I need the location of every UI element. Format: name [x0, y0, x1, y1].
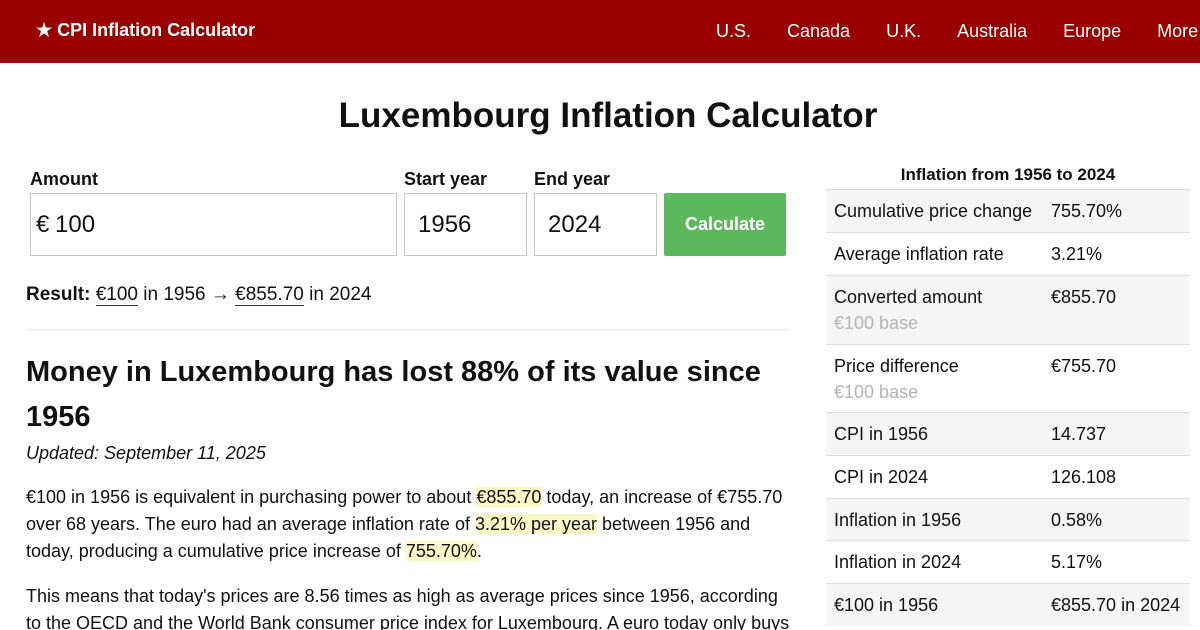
highlight-cumulative-change: 755.70%	[405, 541, 477, 561]
top-navigation-bar: ★ CPI Inflation Calculator U.S. Canada U…	[0, 0, 1200, 63]
stat-label: CPI in 2024	[834, 467, 929, 487]
stat-row-amount-summary: €100 in 1956 €855.70 in 2024	[826, 583, 1190, 626]
end-year-field-wrapper	[534, 193, 657, 256]
result-line: Result: €100 in 1956 → €855.70 in 2024	[26, 284, 371, 306]
summary-text-1: €100 in 1956 is equivalent in purchasing…	[26, 487, 477, 507]
stat-label: €100 in 1956	[834, 595, 939, 615]
stat-value: 755.70%	[1051, 201, 1123, 221]
calculate-button[interactable]: Calculate	[664, 193, 786, 256]
stat-label: CPI in 1956	[834, 424, 929, 444]
explanation-paragraph: This means that today's prices are 8.56 …	[26, 586, 790, 630]
summary-text-2: today, an increase of €755.70 over 68 ye…	[26, 487, 783, 534]
stat-row-inflation-end: Inflation in 2024 5.17%	[826, 540, 1190, 583]
result-to-amount: €855.70	[235, 284, 304, 306]
result-start-year-text: in 1956	[143, 284, 206, 305]
stat-value: €855.70	[1051, 287, 1117, 307]
stat-label: Cumulative price change	[834, 201, 1033, 221]
updated-date: Updated: September 11, 2025	[26, 443, 266, 463]
stat-label: Converted amount	[834, 287, 983, 307]
stat-row-cpi-start: CPI in 1956 14.737	[826, 412, 1190, 455]
stat-label: Price difference	[834, 356, 959, 376]
stat-value: 3.21%	[1051, 244, 1103, 264]
stat-value: 126.108	[1051, 467, 1117, 487]
nav-link-australia[interactable]: Australia	[957, 21, 1028, 41]
stat-value: 14.737	[1051, 424, 1107, 444]
stat-row-cumulative-change: Cumulative price change 755.70%	[826, 189, 1190, 232]
start-year-field-wrapper	[404, 193, 527, 256]
site-logo-link[interactable]: ★ CPI Inflation Calculator	[36, 20, 256, 40]
stat-label-group: Converted amount €100 base	[834, 287, 1051, 344]
amount-input[interactable]	[31, 194, 396, 255]
result-arrow: →	[210, 284, 230, 305]
page-title: Luxembourg Inflation Calculator	[338, 96, 878, 135]
stat-value: 0.58%	[1051, 510, 1103, 530]
stats-table: Cumulative price change 755.70% Average …	[826, 189, 1190, 626]
stat-sub-label: €100 base	[834, 382, 919, 402]
stat-value: 5.17%	[1051, 552, 1103, 572]
stat-row-converted-amount: Converted amount €100 base €855.70	[826, 275, 1190, 344]
end-year-label: End year	[534, 169, 611, 189]
stat-sub-label: €100 base	[834, 313, 919, 333]
start-year-label: Start year	[404, 169, 488, 189]
stat-label: Inflation in 2024	[834, 552, 962, 572]
result-label: Result:	[26, 284, 91, 305]
stat-label: Inflation in 1956	[834, 510, 962, 530]
currency-symbol: €	[36, 211, 50, 238]
start-year-input[interactable]	[405, 194, 526, 255]
summary-text-3: between 1956 and today, producing a cumu…	[26, 514, 751, 561]
amount-field-wrapper: €	[30, 193, 397, 256]
section-divider	[26, 329, 790, 330]
nav-link-europe[interactable]: Europe	[1063, 21, 1122, 41]
nav-link-us[interactable]: U.S.	[716, 21, 752, 41]
stat-value: €755.70	[1051, 356, 1117, 376]
nav-link-uk[interactable]: U.K.	[886, 21, 922, 41]
result-from-amount: €100	[95, 284, 138, 306]
main-nav: U.S. Canada U.K. Australia Europe More	[698, 0, 1200, 63]
stat-row-price-difference: Price difference €100 base €755.70	[826, 344, 1190, 412]
amount-label: Amount	[30, 169, 98, 189]
nav-link-canada[interactable]: Canada	[787, 21, 851, 41]
summary-text-4: .	[476, 541, 482, 561]
stat-row-inflation-start: Inflation in 1956 0.58%	[826, 498, 1190, 540]
article-heading: Money in Luxembourg has lost 88% of its …	[26, 356, 761, 433]
stats-panel-title: Inflation from 1956 to 2024	[900, 165, 1116, 184]
stat-value: €855.70 in 2024	[1051, 595, 1181, 615]
stat-row-cpi-end: CPI in 2024 126.108	[826, 455, 1190, 498]
stat-label: Average inflation rate	[834, 244, 1004, 264]
nav-link-more[interactable]: More	[1157, 21, 1199, 41]
summary-paragraph: €100 in 1956 is equivalent in purchasing…	[26, 484, 796, 565]
stat-row-average-rate: Average inflation rate 3.21%	[826, 232, 1190, 275]
highlight-converted-amount: €855.70	[476, 487, 542, 507]
highlight-average-rate: 3.21% per year	[474, 514, 598, 534]
stat-label-group: Price difference €100 base	[834, 356, 1051, 412]
result-end-year-text: in 2024	[309, 284, 372, 305]
end-year-input[interactable]	[535, 194, 656, 255]
